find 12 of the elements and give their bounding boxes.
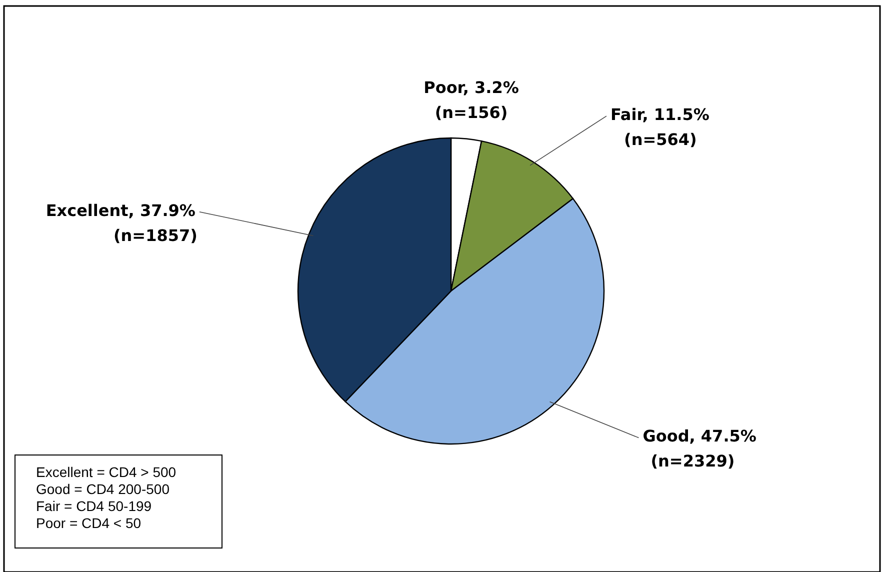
slice-label: Poor, 3.2% <box>424 78 519 97</box>
text: Excellent = CD4 > 500 <box>36 464 176 480</box>
text: (n=564) <box>624 130 697 150</box>
text: Good = CD4 200-500 <box>36 481 170 497</box>
slice-label: Fair, 11.5% <box>610 105 710 124</box>
text: (n=156) <box>434 103 508 122</box>
slice-label: Good, 47.5% <box>642 426 756 446</box>
slice-label: Excellent, 37.9% <box>46 200 196 220</box>
text: (n=1857) <box>113 226 198 245</box>
text: Poor = CD4 < 50 <box>36 515 142 531</box>
text: Fair = CD4 50-199 <box>36 498 152 514</box>
text: (n=2329) <box>650 452 735 471</box>
